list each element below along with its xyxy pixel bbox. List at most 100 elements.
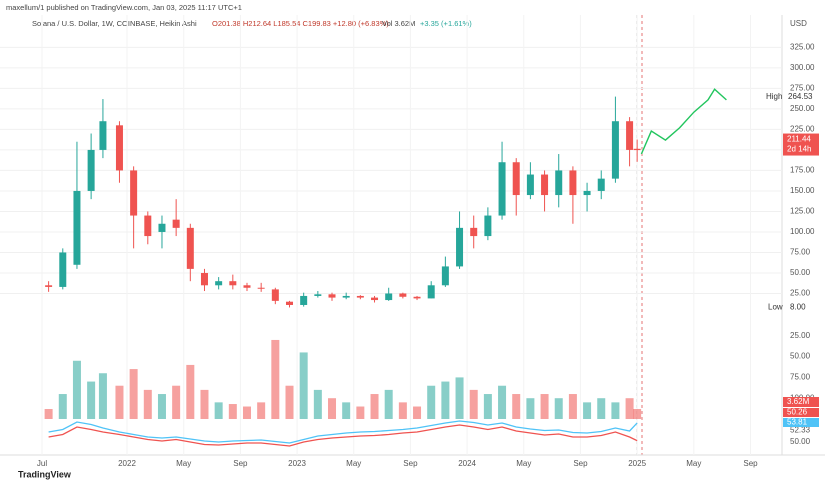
osc-red-tag: 50.26 xyxy=(787,408,808,417)
x-tick-label: Jul xyxy=(37,459,47,468)
candle-body xyxy=(385,293,393,301)
candle-body xyxy=(144,215,152,237)
x-tick-label: May xyxy=(176,459,191,468)
candle-body xyxy=(484,215,492,237)
volume-bar xyxy=(356,406,365,419)
volume-bar xyxy=(611,402,620,419)
volume-bar xyxy=(129,369,138,419)
candle-body xyxy=(427,285,435,299)
volume-bar xyxy=(285,385,294,419)
candle-body xyxy=(87,149,95,191)
volume-bar xyxy=(271,339,280,419)
y-tick-label: 50.00 xyxy=(790,268,811,277)
x-tick-label: May xyxy=(686,459,701,468)
x-tick-label: 2023 xyxy=(288,459,306,468)
volume-bar xyxy=(526,398,535,419)
x-tick-label: 2025 xyxy=(628,459,646,468)
osc-blue-tag-bg xyxy=(783,418,819,427)
candle-body xyxy=(158,223,166,232)
candle-body xyxy=(99,121,107,150)
candle-body xyxy=(115,125,123,171)
x-tick-label: May xyxy=(346,459,361,468)
candle-body xyxy=(45,285,53,287)
volume-bar xyxy=(455,377,464,419)
y-tick-label: 25.00 xyxy=(790,289,811,298)
candle-body xyxy=(526,174,534,196)
volume-bar xyxy=(384,389,393,419)
candle-body xyxy=(441,266,449,286)
volume-bar xyxy=(398,402,407,419)
candle-body xyxy=(633,148,641,151)
ohlc: O201.38 H212.64 L185.54 C199.83 +12.80 (… xyxy=(212,19,389,28)
volume-bar xyxy=(441,381,450,419)
osc-line xyxy=(48,424,638,447)
x-tick-label: 2024 xyxy=(458,459,476,468)
volume-bar xyxy=(87,381,96,419)
candle-body xyxy=(73,190,81,265)
candle-body xyxy=(271,289,279,301)
candle-body xyxy=(215,281,223,286)
osc-blue-tag: 53.81 xyxy=(787,418,808,427)
candle-body xyxy=(59,252,67,287)
x-tick-label: Sep xyxy=(403,459,418,468)
volume-tag-bg xyxy=(783,397,819,407)
volume-bar xyxy=(469,389,478,419)
y-tick-label: 275.00 xyxy=(790,84,815,93)
volume-bar xyxy=(299,352,308,419)
volume-bar xyxy=(427,385,436,419)
y-tick-label: 100.00 xyxy=(790,227,815,236)
volume-bar xyxy=(483,394,492,419)
candle-body xyxy=(130,170,138,216)
high-value: 264.53 xyxy=(788,92,813,101)
candle-body xyxy=(229,281,237,286)
volume-tick-label: 75.00 xyxy=(790,373,811,382)
candle-body xyxy=(470,227,478,237)
low-label: Low xyxy=(768,303,783,312)
volume-tag: 3.62M xyxy=(787,397,810,406)
volume-bar xyxy=(498,385,507,419)
volume-bar xyxy=(583,402,592,419)
y-tick-label: 325.00 xyxy=(790,42,815,51)
candle-body xyxy=(371,297,379,301)
y-tick-label: 250.00 xyxy=(790,104,815,113)
candle-body xyxy=(399,293,407,297)
candle-body xyxy=(342,295,350,298)
candle-body xyxy=(498,162,506,216)
volume-bar xyxy=(228,404,237,419)
candle-body xyxy=(186,227,194,269)
candle-body xyxy=(328,294,336,298)
y-tick-label: 75.00 xyxy=(790,248,811,257)
x-tick-label: Sep xyxy=(573,459,588,468)
candle-body xyxy=(626,121,634,150)
high-label: High xyxy=(766,92,782,101)
volume-bar xyxy=(172,385,181,419)
volume-bar xyxy=(554,398,563,419)
currency: USD xyxy=(790,19,807,28)
candle-body xyxy=(257,287,265,289)
change: +3.35 (+1.61%) xyxy=(420,19,472,28)
candle-body xyxy=(541,174,549,196)
symbol: Solana / U.S. Dollar, 1W, COINBASE, Heik… xyxy=(32,19,197,28)
countdown: 2d 14h xyxy=(787,145,811,154)
candle-body xyxy=(314,294,322,296)
volume-bar xyxy=(200,389,209,419)
osc-tick-label: 50.00 xyxy=(790,437,811,446)
candle-body xyxy=(583,190,591,196)
published-note: maxellum/1 published on TradingView.com,… xyxy=(6,3,242,12)
volume-tick-label: 25.00 xyxy=(790,331,811,340)
candle-body xyxy=(200,272,208,286)
volume-bar xyxy=(157,394,166,419)
volume-bar xyxy=(625,398,634,419)
volume-bar xyxy=(313,389,322,419)
x-tick-label: May xyxy=(516,459,531,468)
volume-bar xyxy=(98,373,107,419)
osc-tick-label: 52.33 xyxy=(790,425,811,434)
volume-bar xyxy=(568,394,577,419)
last-price-bg xyxy=(783,133,819,156)
volume-bar xyxy=(58,394,67,419)
volume-header: Vol 3.62M xyxy=(382,19,415,28)
volume-bar xyxy=(214,402,223,419)
candle-body xyxy=(286,301,294,305)
